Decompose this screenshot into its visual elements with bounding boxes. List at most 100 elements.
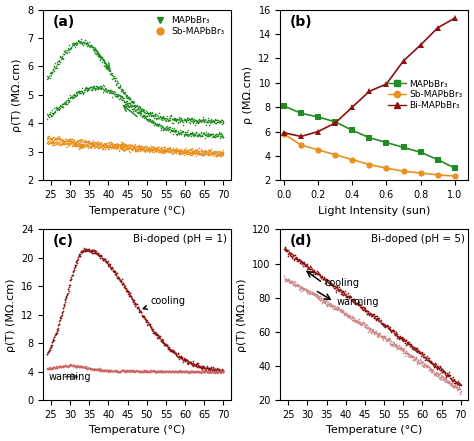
Point: [388, 338, 395, 345]
Point: [44, 75, 51, 82]
Point: [334, 286, 341, 293]
Point: [349, 316, 357, 323]
Point: [89, 86, 96, 93]
Point: [202, 368, 210, 375]
Point: [291, 282, 299, 289]
Point: [434, 365, 441, 372]
Point: [72, 88, 80, 95]
Point: [318, 295, 326, 302]
Point: [377, 320, 385, 327]
Point: [201, 368, 208, 375]
Point: [195, 150, 202, 157]
Point: [65, 138, 73, 145]
Point: [84, 142, 92, 149]
Point: [369, 312, 376, 319]
Point: [178, 130, 185, 137]
Point: [100, 366, 108, 374]
Point: [84, 246, 91, 253]
Point: [152, 121, 159, 128]
Point: [203, 150, 210, 157]
Point: [88, 43, 95, 50]
Point: [410, 355, 418, 362]
Point: [182, 356, 189, 363]
Point: [154, 144, 162, 151]
Point: [191, 362, 199, 369]
Point: [72, 258, 80, 265]
Point: [111, 92, 119, 99]
Point: [76, 39, 84, 46]
Point: [212, 132, 219, 139]
Point: [44, 349, 52, 356]
Point: [55, 363, 63, 370]
Point: [199, 118, 206, 125]
Point: [178, 115, 185, 122]
Point: [433, 363, 441, 370]
Point: [61, 138, 69, 145]
Point: [168, 347, 176, 354]
Point: [121, 146, 128, 153]
Point: [100, 89, 107, 96]
Point: [305, 290, 312, 297]
Point: [205, 147, 212, 154]
Point: [351, 316, 358, 323]
Point: [157, 367, 164, 374]
Point: [47, 71, 55, 78]
Point: [188, 151, 195, 158]
Point: [300, 286, 308, 293]
Point: [107, 70, 115, 77]
Point: [119, 281, 127, 288]
Point: [117, 278, 124, 285]
Point: [216, 149, 223, 156]
Point: [426, 358, 433, 365]
Point: [96, 367, 103, 374]
Point: [54, 60, 62, 67]
Point: [318, 294, 325, 301]
Point: [47, 140, 55, 147]
Point: [155, 367, 163, 374]
Y-axis label: ρ(T) (MΩ.cm): ρ(T) (MΩ.cm): [12, 58, 22, 132]
Point: [103, 140, 110, 147]
Point: [416, 349, 424, 356]
Point: [338, 287, 346, 294]
Point: [195, 131, 203, 138]
Point: [342, 291, 349, 298]
Point: [63, 292, 70, 299]
Point: [72, 143, 79, 150]
X-axis label: Temperature (°C): Temperature (°C): [89, 426, 185, 435]
Point: [413, 361, 420, 368]
Point: [193, 119, 201, 126]
Point: [102, 368, 109, 375]
Point: [428, 367, 436, 374]
Point: [204, 365, 211, 372]
Point: [158, 367, 166, 374]
Point: [193, 367, 201, 374]
Point: [99, 144, 107, 151]
Point: [149, 325, 156, 333]
Point: [164, 344, 172, 351]
Point: [79, 136, 86, 143]
Point: [205, 366, 213, 373]
Point: [109, 71, 116, 78]
Point: [192, 129, 200, 136]
Point: [112, 367, 120, 374]
Point: [136, 368, 143, 375]
Point: [197, 151, 204, 158]
Point: [140, 147, 148, 154]
Point: [321, 277, 329, 284]
Point: [177, 368, 184, 375]
Point: [122, 369, 129, 376]
Point: [56, 363, 64, 370]
Point: [182, 149, 189, 156]
Point: [208, 149, 216, 156]
Point: [109, 145, 117, 152]
Point: [56, 317, 64, 324]
Point: [87, 144, 95, 151]
Point: [328, 281, 336, 288]
Point: [116, 145, 124, 152]
Point: [210, 366, 218, 373]
Point: [160, 340, 168, 347]
Point: [93, 86, 101, 93]
Point: [47, 70, 55, 77]
Point: [104, 258, 112, 265]
Point: [344, 312, 351, 319]
